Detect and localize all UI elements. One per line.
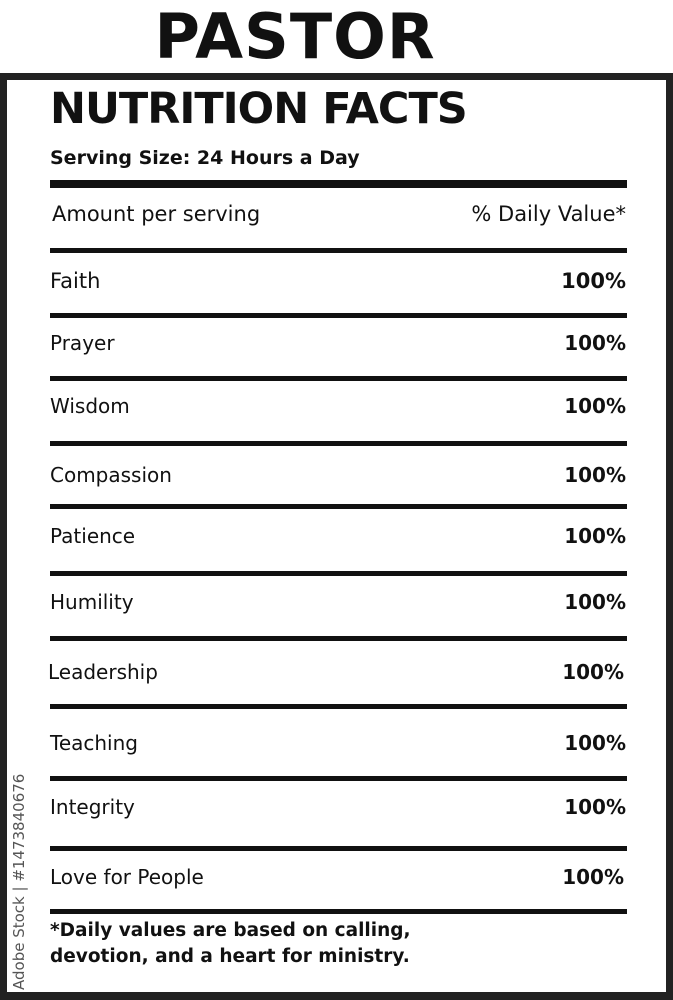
nutrient-row: Leadership 100% [48, 657, 624, 687]
nutrient-value: 100% [564, 795, 626, 819]
divider [50, 636, 627, 641]
nutrient-row: Wisdom 100% [50, 391, 626, 421]
divider [50, 248, 627, 253]
nutrient-label: Wisdom [50, 394, 130, 418]
divider [50, 376, 627, 381]
nutrient-row: Prayer 100% [50, 328, 626, 358]
divider [50, 704, 627, 709]
nutrient-value: 100% [564, 463, 626, 487]
amount-header: Amount per serving [52, 202, 261, 226]
nutrient-label: Prayer [50, 331, 115, 355]
divider [50, 313, 627, 318]
footnote-line: devotion, and a heart for ministry. [50, 946, 410, 967]
divider [50, 571, 627, 576]
nutrient-value: 100% [564, 331, 626, 355]
nutrient-row: Humility 100% [50, 587, 626, 617]
label-frame [0, 73, 673, 1000]
nutrient-label: Leadership [48, 660, 158, 684]
divider [50, 180, 627, 188]
nutrient-value: 100% [564, 394, 626, 418]
nutrient-label: Teaching [50, 731, 138, 755]
nutrient-row: Love for People 100% [50, 862, 624, 892]
nutrient-value: 100% [564, 590, 626, 614]
nutrient-value: 100% [564, 731, 626, 755]
label-heading: NUTRITION FACTS [50, 84, 468, 134]
nutrient-label: Humility [50, 590, 134, 614]
divider [50, 776, 627, 781]
divider [50, 909, 627, 914]
divider [50, 504, 627, 509]
footnote-line: *Daily values are based on calling, [50, 920, 411, 941]
nutrient-row: Teaching 100% [50, 728, 626, 758]
nutrient-row: Patience 100% [50, 521, 626, 551]
nutrient-value: 100% [564, 524, 626, 548]
nutrient-label: Integrity [50, 795, 135, 819]
nutrient-value: 100% [562, 660, 624, 684]
nutrient-label: Compassion [50, 463, 172, 487]
divider [50, 846, 627, 851]
footnote: *Daily values are based on calling, devo… [50, 918, 411, 970]
nutrient-row: Compassion 100% [50, 460, 626, 490]
nutrient-row: Integrity 100% [50, 792, 626, 822]
watermark: Adobe Stock | #1473840676 [10, 773, 28, 990]
nutrient-row: Faith 100% [50, 266, 626, 296]
nutrient-value: 100% [562, 865, 624, 889]
nutrient-label: Patience [50, 524, 136, 548]
serving-size: Serving Size: 24 Hours a Day [50, 147, 360, 169]
divider [50, 441, 627, 446]
nutrient-label: Love for People [50, 865, 204, 889]
page-title: PASTOR [154, 0, 436, 73]
nutrient-label: Faith [50, 269, 101, 293]
daily-value-header: % Daily Value* [471, 202, 626, 226]
nutrient-value: 100% [561, 269, 626, 293]
